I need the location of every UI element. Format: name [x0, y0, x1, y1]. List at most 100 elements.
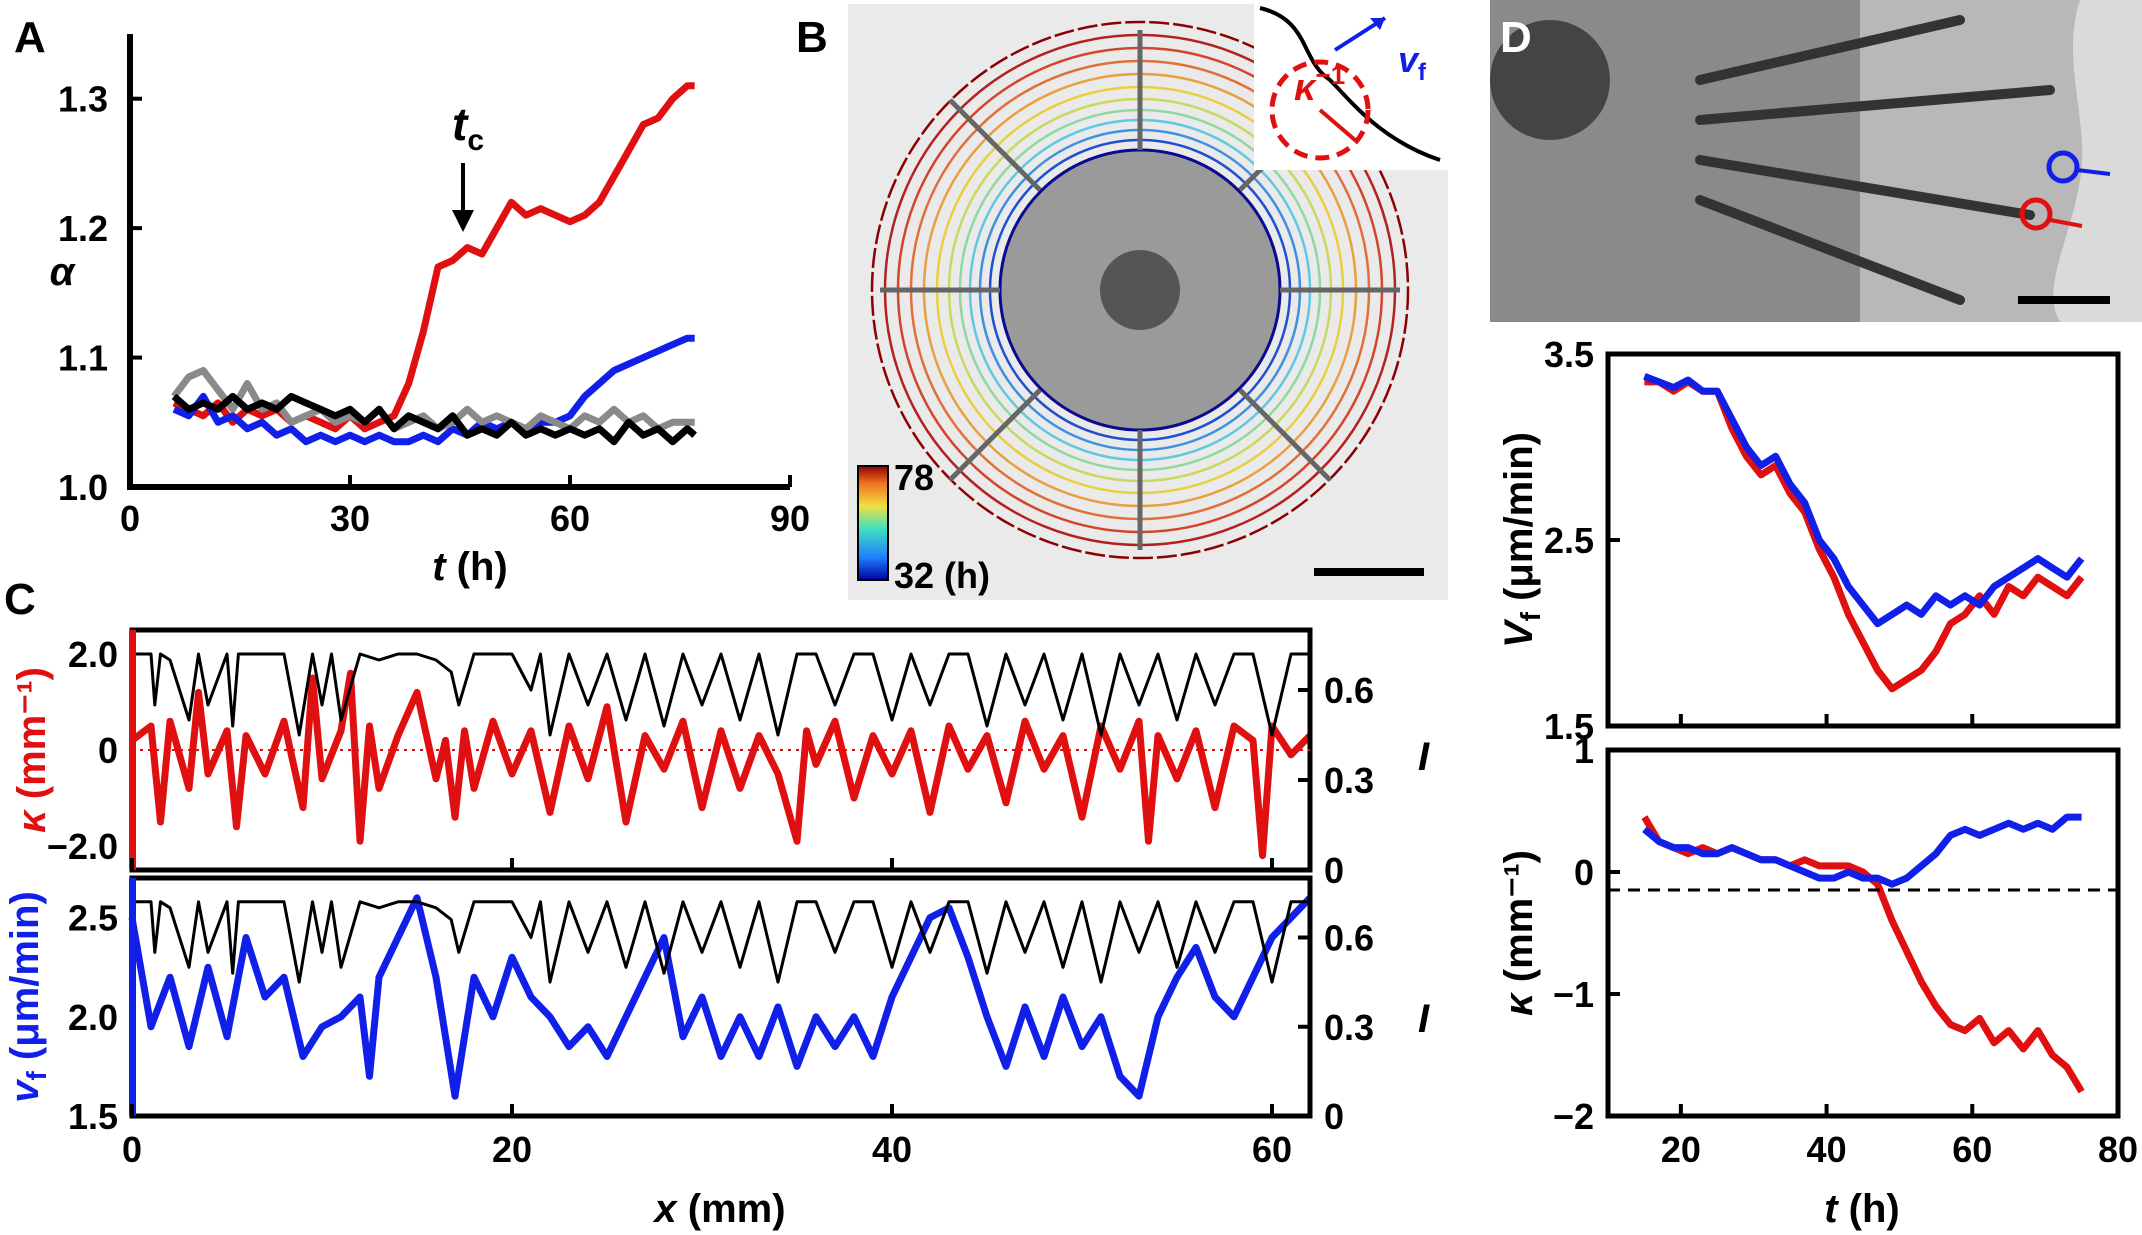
right-y-tick-label: 0.6: [1324, 918, 1374, 959]
y-tick-label: −2.0: [47, 826, 118, 867]
series-line-blue-d-bottom: [1642, 813, 2082, 888]
x-tick-label: 40: [872, 1129, 912, 1170]
colorbar: [857, 465, 889, 581]
panel-label-c: C: [4, 575, 36, 624]
panel-d-colony-center: [1490, 20, 1610, 140]
panel-c-top-left-ylabel: κ (mm⁻¹): [10, 667, 54, 833]
x-tick-label: 60: [550, 498, 590, 539]
series-line-black-c-bottom: [132, 900, 1310, 984]
panel-label-b: B: [796, 13, 828, 62]
branch: [1695, 155, 2035, 220]
y-tick-label: 3.5: [1544, 334, 1594, 375]
series-line-red-c-top: [129, 669, 1313, 860]
panel-d-branches: [1695, 15, 2055, 305]
branch: [1695, 15, 1965, 85]
panel-d-red-marker: [2019, 197, 2053, 231]
scale-bar-b: [1314, 568, 1424, 576]
x-tick-label: 30: [330, 498, 370, 539]
panel-label-a: A: [14, 13, 46, 62]
inset-kappa-label: κ−1: [1294, 60, 1345, 109]
x-tick-label: 80: [2098, 1129, 2138, 1170]
right-y-tick-label: 0: [1324, 850, 1344, 891]
panel-a-xlabel: t (h): [432, 545, 508, 589]
panel-d-xlabel: t (h): [1824, 1187, 1900, 1231]
right-y-tick-label: 0.6: [1324, 670, 1374, 711]
y-tick-label: 1: [1574, 730, 1594, 771]
y-tick-label: 2.5: [1544, 520, 1594, 561]
x-tick-label: 60: [1252, 1129, 1292, 1170]
colorbar-min-label: 32 (h): [894, 555, 990, 596]
series-line-blue-d-top: [1643, 373, 2085, 628]
panel-label-d: D: [1500, 13, 1532, 62]
panel-d-bottom-ylabel: κ (mm⁻¹): [1497, 850, 1541, 1016]
series-line-blue-c-bottom: [128, 894, 1313, 1100]
panel-c-top-plot: [129, 652, 1313, 860]
series-line-black-a: [171, 392, 697, 446]
panel-c-top-right-ylabel: I: [1418, 735, 1430, 779]
colony-center: [1100, 250, 1180, 330]
panel-a-tc-arrowhead: [452, 210, 474, 232]
y-tick-label: −2: [1553, 1096, 1594, 1137]
panel-d-top-plot: [1643, 373, 2085, 693]
panel-d-red-arrow: [2049, 218, 2083, 228]
panel-d-blue-arrow: [2076, 168, 2111, 176]
series-line-black-c-top: [132, 652, 1310, 737]
y-tick-label: 1.3: [58, 79, 108, 120]
panel-a-plot: [171, 82, 697, 446]
y-tick-label: 2.0: [68, 997, 118, 1038]
x-tick-label: 0: [120, 498, 140, 539]
panel-a-tc-annotation: tc: [452, 98, 484, 157]
panel-c-bottom-left-ylabel: vf (μm/min): [3, 891, 52, 1103]
y-tick-label: 1.0: [58, 467, 108, 508]
panel-b-inset: [1254, 4, 1448, 170]
y-tick-label: 0: [98, 730, 118, 771]
branch: [948, 388, 1042, 482]
series-line-red-d-top: [1644, 378, 2085, 693]
series-line-blue-a: [172, 334, 695, 446]
branch: [1238, 388, 1332, 482]
y-tick-label: 1.1: [58, 338, 108, 379]
inset-vf-label: vf: [1398, 39, 1427, 86]
inset-curvature-circle: [1269, 59, 1371, 161]
right-y-tick-label: 0: [1324, 1096, 1344, 1137]
panel-d-blue-marker: [2046, 150, 2080, 184]
panel-c: C 0 20 40 602.00−2.02.52.01.50.60.60.30.300…: [3, 575, 1430, 1231]
y-tick-label: 2.5: [68, 898, 118, 939]
panel-c-bottom-right-ylabel: I: [1418, 997, 1430, 1041]
panel-c-ticks: 0 20 40 60 2.0 0 −2.0 2.5 2.0 1.5 0.6 0.6 0.3 0.3 0 0: [47, 634, 1374, 1170]
y-tick-label: 1.2: [58, 208, 108, 249]
right-y-tick-label: 0.3: [1324, 1007, 1374, 1048]
branch: [948, 98, 1042, 192]
panel-d-agar: [2053, 0, 2142, 322]
y-tick-label: −1: [1553, 974, 1594, 1015]
panel-d: D 20 40 60 80 3.5 2.5 1.51 0 −1 −2 Vf (μm/min) κ …: [1490, 0, 2142, 1231]
x-tick-label: 0: [122, 1129, 142, 1170]
x-tick-label: 40: [1807, 1129, 1847, 1170]
panel-a: A 0 30 60 90 1.0 1.1 1.2 1.3 α t (h) tc: [14, 13, 810, 589]
panel-d-bottom-frame: [1605, 747, 2121, 1119]
series-line-red-d-bottom: [1641, 815, 2085, 1094]
panel-d-bottom-plot: [1641, 813, 2085, 1094]
inset-velocity-arrowhead: [1370, 18, 1385, 30]
panel-d-top-frame: [1605, 351, 2121, 729]
panel-d-top-ylabel: Vf (μm/min): [1497, 432, 1546, 648]
y-tick-label: 2.0: [68, 634, 118, 675]
right-y-tick-label: 0.3: [1324, 760, 1374, 801]
branch: [1695, 85, 2055, 125]
panel-c-bottom-frame: [129, 875, 1313, 1119]
scale-bar-d: [2018, 296, 2110, 304]
panel-c-bottom-left-axis: [129, 878, 136, 1116]
x-tick-label: 90: [770, 498, 810, 539]
inset-front-line: [1259, 6, 1441, 162]
branch: [1695, 195, 1965, 305]
series-line-red-a: [172, 82, 695, 433]
colorbar-max-label: 78: [894, 457, 934, 498]
panel-a-ylabel: α: [50, 250, 77, 294]
y-tick-label: 0: [1574, 852, 1594, 893]
contour-78h: [870, 20, 1410, 560]
panel-b: B: [796, 4, 1448, 600]
x-tick-label: 60: [1952, 1129, 1992, 1170]
x-tick-label: 20: [1661, 1129, 1701, 1170]
inset-radius-arrow: [1318, 108, 1357, 142]
